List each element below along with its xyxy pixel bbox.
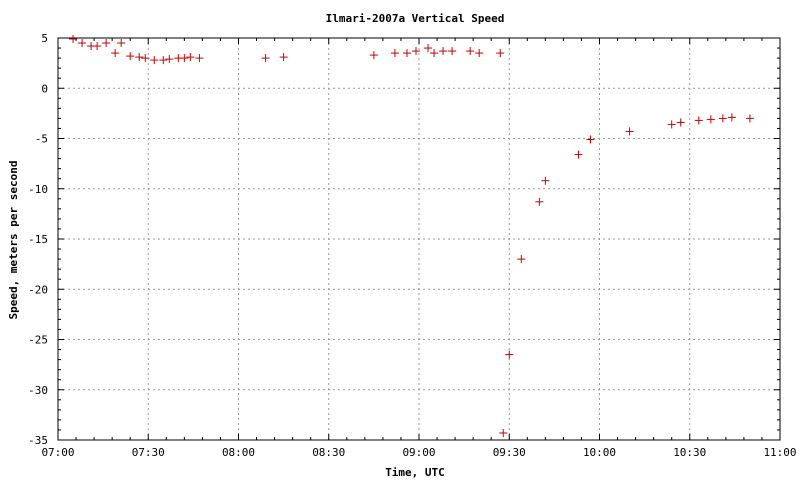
data-point <box>159 56 168 65</box>
data-point <box>424 44 433 53</box>
data-point <box>718 114 727 123</box>
y-tick-label: 5 <box>41 32 48 45</box>
axis-ticks <box>57 37 781 441</box>
x-tick-label: 07:30 <box>132 446 165 459</box>
data-point <box>694 116 703 125</box>
data-point <box>535 197 544 206</box>
data-point <box>667 120 676 129</box>
data-point <box>117 39 126 48</box>
x-tick-label: 10:00 <box>583 446 616 459</box>
data-point <box>574 150 583 159</box>
data-point <box>745 114 754 123</box>
x-tick-label: 09:00 <box>402 446 435 459</box>
data-point <box>505 350 514 359</box>
data-point <box>727 113 736 122</box>
y-tick-label: -30 <box>28 384 48 397</box>
data-point <box>475 49 484 58</box>
data-point <box>165 55 174 64</box>
data-point <box>499 428 508 437</box>
x-tick-label: 09:30 <box>493 446 526 459</box>
data-point <box>141 54 150 63</box>
data-point <box>102 39 111 48</box>
y-tick-label: -25 <box>28 334 48 347</box>
chart-title: Ilmari-2007a Vertical Speed <box>326 12 505 25</box>
y-axis-label: Speed, meters per second <box>7 161 20 320</box>
y-tick-labels: 5 0 -5 -10 -15 -20 -25 -30 -35 <box>28 32 48 447</box>
data-point <box>541 176 550 185</box>
y-tick-label: -15 <box>28 233 48 246</box>
y-tick-label: -5 <box>35 133 48 146</box>
data-point <box>93 42 102 51</box>
data-point <box>430 49 439 58</box>
data-points <box>69 35 754 437</box>
y-tick-label: -10 <box>28 183 48 196</box>
data-point <box>126 52 135 61</box>
data-point <box>496 49 505 58</box>
data-point <box>448 47 457 56</box>
data-point <box>439 47 448 56</box>
data-point <box>390 49 399 58</box>
data-point <box>517 255 526 264</box>
y-tick-label: 0 <box>41 82 48 95</box>
data-point <box>186 53 195 62</box>
data-point <box>135 53 144 62</box>
data-point <box>150 56 159 65</box>
data-point <box>279 53 288 62</box>
data-point <box>466 47 475 56</box>
data-point <box>195 54 204 63</box>
data-point <box>411 47 420 56</box>
data-point <box>706 115 715 124</box>
x-tick-label: 11:00 <box>763 446 796 459</box>
y-tick-label: -35 <box>28 434 48 447</box>
data-point <box>69 35 78 44</box>
data-point <box>369 51 378 60</box>
data-point <box>676 118 685 127</box>
data-point <box>261 54 270 63</box>
data-point <box>78 39 87 48</box>
grid-lines <box>58 38 780 440</box>
data-point <box>111 49 120 58</box>
x-tick-label: 08:30 <box>312 446 345 459</box>
data-point <box>586 135 595 144</box>
data-point <box>402 49 411 58</box>
data-point <box>625 127 634 136</box>
x-tick-label: 10:30 <box>673 446 706 459</box>
x-tick-label: 07:00 <box>41 446 74 459</box>
x-axis-label: Time, UTC <box>385 466 445 479</box>
y-tick-label: -20 <box>28 283 48 296</box>
x-tick-label: 08:00 <box>222 446 255 459</box>
data-point <box>180 54 189 63</box>
x-tick-labels: 07:00 07:30 08:00 08:30 09:00 09:30 10:00 10:30… <box>41 446 796 459</box>
